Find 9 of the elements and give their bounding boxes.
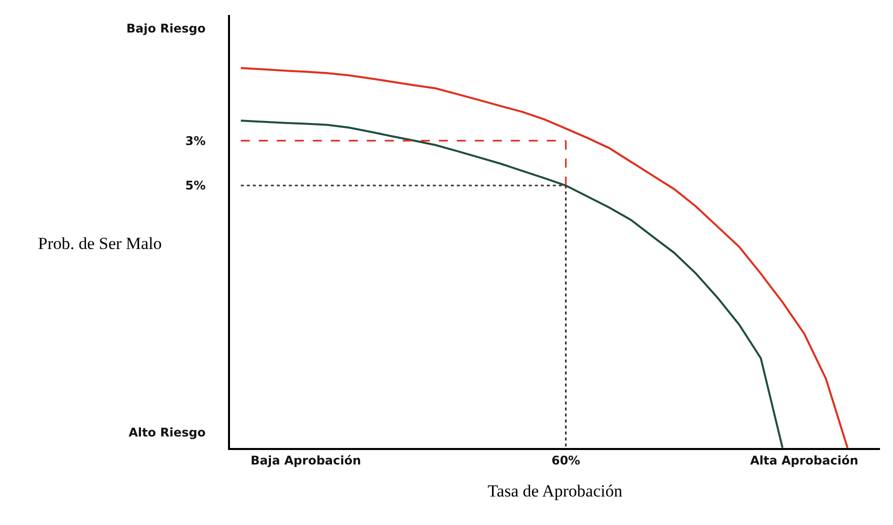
y-tick-label: Alto Riesgo <box>128 426 206 440</box>
x-axis-title: Tasa de Aprobación <box>488 481 623 500</box>
x-tick-label: 60% <box>551 453 580 468</box>
y-tick-label: 3% <box>185 134 206 148</box>
y-axis-title: Prob. de Ser Malo <box>38 234 162 253</box>
x-tick-label: Baja Aprobación <box>250 453 362 468</box>
y-tick-label: 5% <box>185 178 206 193</box>
y-tick-label: Bajo Riesgo <box>126 22 206 36</box>
x-tick-label: Alta Aprobación <box>750 453 858 468</box>
